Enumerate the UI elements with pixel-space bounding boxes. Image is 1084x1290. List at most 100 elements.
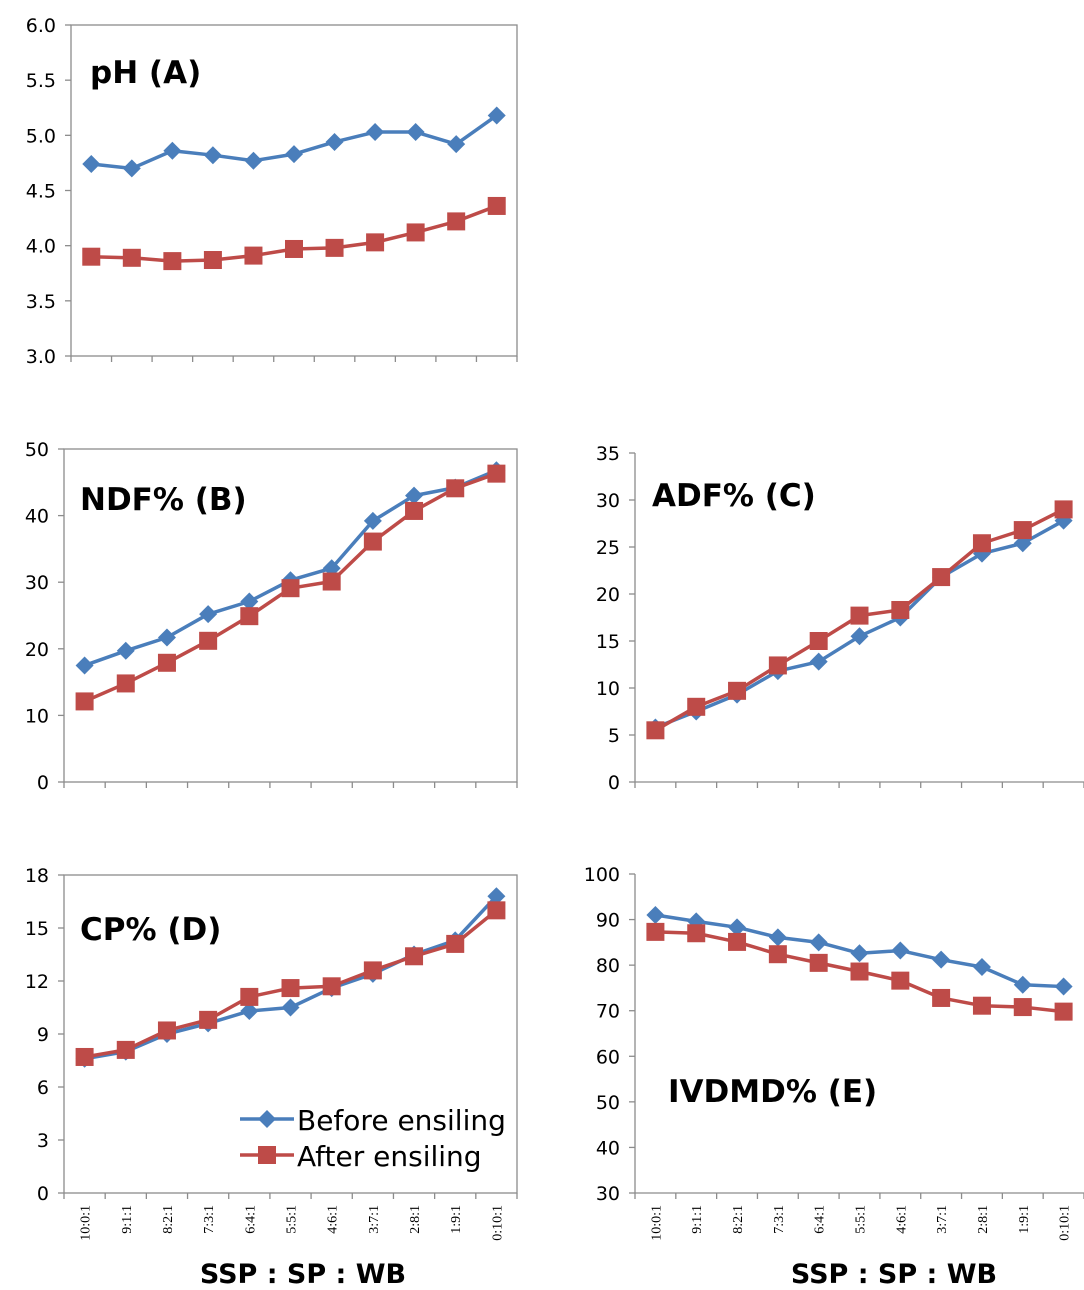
data-point-before bbox=[75, 656, 94, 675]
data-point-after bbox=[285, 239, 303, 258]
y-tick-label: 10 bbox=[25, 705, 49, 727]
data-point-before bbox=[116, 641, 135, 660]
chart-panel-adf: 0 5 10 15 20 25 30 35 ADF% (C) bbox=[596, 443, 1084, 794]
x-category-label: 7:3:1 bbox=[202, 1205, 217, 1234]
x-category-label: 4:6:1 bbox=[894, 1205, 909, 1234]
panel-title: IVDMD% (E) bbox=[668, 1074, 877, 1110]
data-point-after bbox=[199, 1010, 218, 1029]
data-point-after bbox=[487, 901, 506, 920]
legend-marker-before bbox=[258, 1110, 276, 1128]
data-point-before bbox=[891, 941, 910, 960]
x-category-label: 10:0:1 bbox=[79, 1205, 94, 1241]
y-tick-label: 5 bbox=[608, 725, 620, 747]
y-tick-label: 30 bbox=[25, 572, 49, 594]
y-tick-label: 40 bbox=[596, 1137, 620, 1159]
chart-panel-ph: 3.0 3.5 4.0 4.5 5.0 5.5 6.0 pH (A) bbox=[26, 15, 518, 368]
x-category-label: 9:1:1 bbox=[690, 1205, 705, 1234]
data-point-after bbox=[646, 721, 665, 740]
x-category-label: 5:5:1 bbox=[285, 1205, 300, 1234]
data-point-before bbox=[199, 605, 218, 624]
y-tick-label: 70 bbox=[596, 1001, 620, 1023]
data-point-after bbox=[363, 961, 382, 980]
data-point-after bbox=[972, 996, 991, 1015]
data-point-before bbox=[728, 918, 747, 937]
data-point-after bbox=[932, 568, 951, 587]
data-point-after bbox=[850, 606, 869, 625]
plot-frame bbox=[63, 448, 518, 783]
y-tick-label: 12 bbox=[25, 971, 49, 993]
x-category-label: 1:9:1 bbox=[1017, 1205, 1032, 1234]
legend-label-after: After ensiling bbox=[297, 1140, 482, 1173]
data-point-before bbox=[487, 887, 506, 906]
data-point-before bbox=[850, 944, 869, 963]
y-tick-label: 25 bbox=[596, 537, 620, 559]
data-point-after bbox=[244, 246, 263, 265]
data-point-after bbox=[366, 233, 385, 252]
data-point-after bbox=[891, 600, 910, 619]
y-tick-label: 15 bbox=[25, 918, 49, 940]
data-point-after bbox=[363, 532, 382, 551]
data-point-after bbox=[1013, 521, 1032, 540]
data-point-before bbox=[240, 592, 259, 611]
data-point-before bbox=[487, 106, 506, 125]
y-tick-label: 18 bbox=[25, 865, 49, 887]
x-category-label: 5:5:1 bbox=[854, 1205, 869, 1234]
data-point-before bbox=[281, 998, 300, 1017]
data-point-before bbox=[932, 950, 951, 969]
data-point-after bbox=[157, 653, 176, 672]
data-point-after bbox=[1054, 1002, 1073, 1021]
data-point-after bbox=[322, 572, 341, 591]
data-point-before bbox=[240, 1002, 259, 1021]
data-point-after bbox=[75, 692, 94, 711]
data-point-before bbox=[447, 135, 466, 154]
y-tick-label: 0 bbox=[608, 772, 620, 794]
legend: Before ensiling After ensiling bbox=[240, 1104, 506, 1173]
legend-item-after: After ensiling bbox=[240, 1140, 482, 1173]
x-category-label: 3:7:1 bbox=[367, 1205, 382, 1234]
x-category-label: 2:8:1 bbox=[976, 1205, 991, 1234]
legend-label-before: Before ensiling bbox=[297, 1104, 506, 1137]
data-point-after bbox=[157, 1021, 176, 1040]
data-point-after bbox=[75, 1047, 94, 1066]
x-category-label: 7:3:1 bbox=[772, 1205, 787, 1234]
y-tick-label: 10 bbox=[596, 678, 620, 700]
data-point-before bbox=[285, 145, 303, 164]
data-point-before bbox=[1054, 977, 1073, 996]
data-point-after bbox=[728, 681, 747, 700]
panel-title: pH (A) bbox=[90, 55, 201, 91]
panel-title: ADF% (C) bbox=[652, 478, 816, 514]
panel-title: CP% (D) bbox=[80, 912, 221, 948]
data-point-before bbox=[325, 132, 344, 151]
x-category-label: 2:8:1 bbox=[408, 1205, 423, 1234]
data-point-after bbox=[406, 223, 425, 242]
x-category-label: 4:6:1 bbox=[326, 1205, 341, 1234]
data-point-before bbox=[366, 123, 385, 142]
data-point-after bbox=[487, 464, 506, 483]
legend-marker-after bbox=[258, 1146, 276, 1164]
data-point-before bbox=[809, 933, 828, 952]
x-category-label: 6:4:1 bbox=[813, 1205, 828, 1234]
chart-panel-ivdmd: 30 40 50 60 70 80 90 100 10:0:1 9:1:1 8:2:1 7:3:1 6:… bbox=[584, 864, 1084, 1241]
y-tick-label: 6.0 bbox=[26, 15, 56, 37]
data-point-after bbox=[1013, 998, 1032, 1017]
legend-item-before: Before ensiling bbox=[240, 1104, 506, 1137]
data-point-after bbox=[322, 977, 341, 996]
x-category-label: 6:4:1 bbox=[243, 1205, 258, 1234]
y-tick-label: 5.0 bbox=[26, 125, 56, 147]
data-point-after bbox=[768, 656, 787, 675]
y-tick-label: 6 bbox=[37, 1077, 49, 1099]
data-point-after bbox=[281, 979, 300, 998]
data-point-before bbox=[405, 486, 424, 505]
data-point-before bbox=[972, 957, 991, 976]
data-point-after bbox=[932, 988, 951, 1007]
data-point-before bbox=[157, 628, 176, 647]
y-tick-label: 9 bbox=[37, 1024, 49, 1046]
y-tick-label: 30 bbox=[596, 1183, 620, 1205]
y-tick-label: 3.5 bbox=[26, 291, 56, 313]
y-tick-label: 15 bbox=[596, 631, 620, 653]
data-point-after bbox=[687, 697, 706, 716]
y-tick-label: 90 bbox=[596, 910, 620, 932]
data-point-before bbox=[82, 155, 101, 174]
data-point-after bbox=[768, 945, 787, 964]
